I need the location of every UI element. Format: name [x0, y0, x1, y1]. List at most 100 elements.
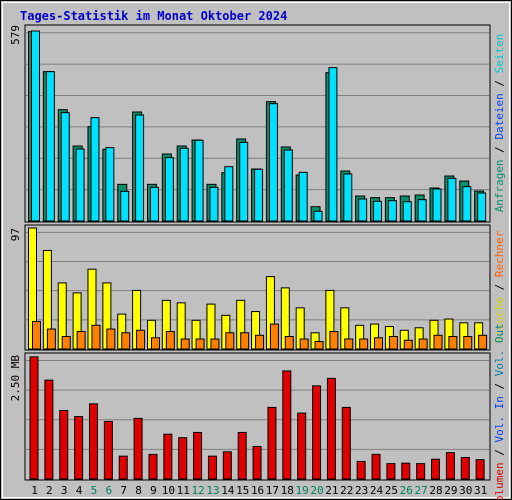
x-axis-label-day-20: 20	[310, 484, 323, 497]
bar-volumen-day-26	[401, 462, 411, 480]
bar-rechner-day-24	[374, 337, 384, 350]
bar-dateien-day-10	[164, 157, 174, 222]
bar-dateien-day-8	[135, 114, 145, 222]
bar-volumen-day-28	[431, 458, 441, 480]
bar-rechner-day-29	[448, 336, 458, 350]
x-axis-label-day-15: 15	[236, 484, 249, 497]
x-axis-label-day-12: 12	[191, 484, 204, 497]
bar-rechner-day-25	[388, 336, 398, 350]
x-axis-label-day-23: 23	[355, 484, 368, 497]
bar-rechner-day-20	[314, 341, 324, 350]
chart-title: Tages-Statistik im Monat Oktober 2024	[20, 9, 287, 23]
x-axis-label-day-7: 7	[120, 484, 127, 497]
bar-rechner-day-13	[210, 338, 220, 350]
x-axis-label-day-18: 18	[281, 484, 294, 497]
x-axis-label-day-11: 11	[177, 484, 190, 497]
x-axis-label-day-9: 9	[150, 484, 157, 497]
bar-dateien-day-6	[105, 147, 115, 222]
legend-separator: /	[493, 140, 506, 160]
bar-rechner-day-10	[165, 331, 175, 350]
x-axis-label-day-3: 3	[61, 484, 68, 497]
bar-rechner-day-5	[91, 324, 101, 350]
bar-rechner-day-1	[32, 321, 41, 350]
bar-volumen-day-25	[386, 463, 396, 480]
bar-dateien-day-27	[417, 199, 427, 222]
x-axis-label-day-22: 22	[340, 484, 353, 497]
bar-dateien-day-14	[224, 166, 234, 222]
bar-dateien-day-12	[194, 139, 204, 222]
bar-rechner-day-4	[76, 331, 86, 350]
x-axis-label-day-19: 19	[296, 484, 309, 497]
x-axis-label-day-28: 28	[429, 484, 442, 497]
x-axis-label-day-21: 21	[325, 484, 338, 497]
bar-rechner-day-7	[121, 332, 131, 350]
bar-volumen-day-2	[44, 379, 54, 480]
panel-visits-legend: Besuche / Rechner	[493, 230, 506, 343]
bar-dateien-day-29	[447, 177, 457, 222]
x-axis-label-day-27: 27	[415, 484, 428, 497]
bar-rechner-day-14	[225, 332, 235, 350]
bar-volumen-day-20	[312, 385, 322, 480]
bar-volumen-day-3	[59, 409, 69, 480]
bar-volumen-day-17	[267, 406, 277, 480]
legend-entry-besuche: Besuche	[493, 297, 506, 343]
bar-volumen-day-12	[193, 431, 203, 480]
legend-separator: /	[493, 442, 506, 462]
x-axis-label-day-13: 13	[206, 484, 219, 497]
bar-volumen-day-16	[252, 445, 262, 480]
x-axis-label-day-10: 10	[162, 484, 175, 497]
bar-volumen-day-21	[326, 377, 336, 480]
bar-dateien-day-2	[45, 71, 55, 222]
x-axis-label-day-31: 31	[474, 484, 487, 497]
legend-entry-dateien: Dateien	[493, 93, 506, 139]
x-axis-label-day-4: 4	[76, 484, 83, 497]
bar-volumen-day-9	[148, 453, 158, 480]
bar-volumen-day-30	[460, 456, 470, 480]
x-axis-label-day-14: 14	[221, 484, 235, 497]
legend-entry-seiten: Seiten	[493, 34, 506, 74]
bar-volumen-day-24	[371, 453, 381, 480]
bar-volumen-day-23	[356, 460, 366, 480]
x-axis-label-day-6: 6	[106, 484, 113, 497]
legend-entry-vol-out: Vol. Out	[493, 323, 506, 376]
bar-volumen-day-18	[282, 370, 292, 480]
bar-dateien-day-20	[313, 210, 323, 222]
bar-rechner-day-15	[240, 332, 250, 350]
panel-volume-scale-label: 2.50 MB	[9, 355, 22, 402]
bar-dateien-day-21	[328, 67, 338, 222]
x-axis-label-day-25: 25	[385, 484, 398, 497]
bar-rechner-day-11	[180, 338, 190, 350]
legend-entry-anfragen: Anfragen	[493, 159, 506, 212]
bar-volumen-day-8	[133, 417, 143, 480]
bar-dateien-day-30	[462, 186, 472, 222]
x-axis-label-day-17: 17	[266, 484, 279, 497]
bar-rechner-day-6	[106, 328, 116, 350]
bar-rechner-day-30	[463, 336, 473, 350]
bar-dateien-day-16	[254, 168, 264, 222]
bar-rechner-day-17	[269, 323, 279, 350]
bar-rechner-day-19	[299, 338, 309, 350]
bar-rechner-day-3	[61, 336, 71, 350]
bar-dateien-day-5	[90, 117, 100, 222]
x-axis-day-labels: 1 2 3 4 5 6 7 8 9 10 11 12 13 14 15 16 17 18 19 20 21 22 23 24 2…	[31, 484, 487, 497]
x-axis-label-day-24: 24	[370, 484, 384, 497]
bar-dateien-day-7	[120, 190, 130, 222]
bar-rechner-day-27	[418, 338, 428, 350]
legend-separator: /	[493, 277, 506, 297]
bar-rechner-day-2	[46, 328, 56, 350]
x-axis-label-day-26: 26	[400, 484, 413, 497]
bar-dateien-day-25	[387, 200, 397, 222]
bar-dateien-day-31	[477, 192, 487, 222]
bar-rechner-day-8	[136, 329, 146, 350]
legend-entry-rechner: Rechner	[493, 230, 506, 277]
bar-dateien-day-13	[209, 186, 219, 222]
legend-separator: /	[493, 376, 506, 396]
panel-visits: 97 Besuche / Rechner	[9, 224, 506, 351]
panel-hits-scale-label: 579	[9, 25, 22, 45]
bar-rechner-day-22	[344, 338, 354, 350]
panel-hits-legend: Anfragen / Dateien / Seiten	[493, 34, 506, 213]
bar-dateien-day-9	[149, 186, 159, 222]
